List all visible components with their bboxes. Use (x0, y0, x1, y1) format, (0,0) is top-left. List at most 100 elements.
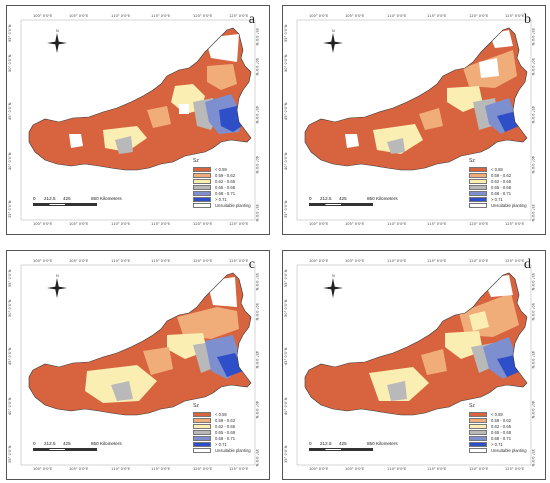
legend-swatch (193, 411, 211, 417)
latitude-label: 45° 0'0"N (8, 102, 12, 120)
north-letter: N (56, 29, 59, 33)
legend-item: 0.62 - 0.65 (469, 178, 527, 184)
scale-bar: 0 212.5 425 850 Kilometers (33, 441, 143, 451)
legend-item: 0.68 - 0.71 (469, 190, 527, 196)
longitude-label: 105° 0'0"E (345, 467, 365, 471)
latitude-label: 55° 0'0"N (255, 28, 259, 46)
longitude-label: 115° 0'0"E (151, 467, 171, 471)
latitude-label: 55° 0'0"N (531, 273, 535, 291)
scale-tick-label: 850 Kilometers (367, 441, 398, 446)
latitude-label: 45° 0'0"N (284, 347, 288, 365)
longitude-label: 105° 0'0"E (69, 259, 89, 263)
panel-label: b (524, 12, 531, 27)
longitude-label: 105° 0'0"E (69, 222, 89, 226)
latitude-label: 50° 0'0"N (255, 303, 259, 321)
legend-label: > 0.71 (215, 441, 227, 447)
map-frame (20, 264, 256, 466)
class-region (479, 58, 499, 78)
longitude-label: 120° 0'0"E (193, 259, 213, 263)
legend-label: 0.62 - 0.65 (215, 423, 236, 429)
longitude-label: 125° 0'0"E (505, 259, 525, 263)
legend-item: > 0.71 (193, 196, 251, 202)
latitude-label: 40° 0'0"N (531, 156, 535, 174)
north-arrow-icon (323, 33, 343, 53)
class-region (147, 106, 171, 128)
legend-label: Unsuitable planting (215, 202, 251, 208)
legend-item: 0.59 - 0.62 (469, 172, 527, 178)
scale-bar-graphic (33, 448, 97, 451)
scale-tick-label: 425 (339, 196, 347, 201)
map-panel-b: b N Sz < 0.59 0.59 - 0.62 0.62 - 0.65 (282, 5, 546, 235)
region-outline (304, 27, 528, 171)
legend-item: 0.68 - 0.71 (193, 435, 251, 441)
latitude-label: 35° 0'0"N (284, 200, 288, 218)
legend-label: 0.59 - 0.62 (215, 172, 236, 178)
legend-label: 0.62 - 0.65 (491, 423, 512, 429)
north-arrow-icon (47, 278, 67, 298)
legend-swatch (193, 435, 211, 441)
latitude-label: 50° 0'0"N (284, 54, 288, 72)
scale-tick-label: 0 (309, 441, 312, 446)
scale-bar-graphic (309, 203, 373, 206)
longitude-label: 115° 0'0"E (151, 222, 171, 226)
legend-item: < 0.59 (469, 166, 527, 172)
scale-tick-label: 212.5 (320, 196, 332, 201)
legend-swatch (469, 196, 487, 202)
legend-label: < 0.59 (491, 166, 503, 172)
latitude-label: 35° 0'0"N (284, 445, 288, 463)
legend-swatch (193, 429, 211, 435)
scale-bar: 0 212.5 425 850 Kilometers (33, 196, 143, 206)
latitude-label: 50° 0'0"N (255, 58, 259, 76)
longitude-label: 110° 0'0"E (387, 467, 407, 471)
map-panel-d: d N Sz < 0.59 0.59 - 0.62 0.62 - 0.65 (282, 250, 546, 480)
legend-label: Unsuitable planting (491, 202, 527, 208)
legend-label: 0.62 - 0.65 (491, 178, 512, 184)
latitude-label: 45° 0'0"N (284, 102, 288, 120)
legend-item: 0.65 - 0.68 (193, 429, 251, 435)
legend-label: > 0.71 (215, 196, 227, 202)
latitude-label: 50° 0'0"N (8, 299, 12, 317)
latitude-label: 50° 0'0"N (8, 54, 12, 72)
longitude-label: 115° 0'0"E (427, 259, 447, 263)
panel-label: d (524, 257, 531, 272)
legend-label: Unsuitable planting (215, 447, 251, 453)
map-frame (20, 19, 256, 221)
legend-swatch (193, 196, 211, 202)
legend-label: 0.65 - 0.68 (491, 184, 512, 190)
longitude-label: 115° 0'0"E (427, 14, 447, 18)
legend: Sz < 0.59 0.59 - 0.62 0.62 - 0.65 0.65 -… (193, 403, 251, 453)
legend-item: 0.65 - 0.68 (469, 429, 527, 435)
legend-swatch (469, 178, 487, 184)
legend-swatch (469, 411, 487, 417)
map-panel-c: c N Sz < 0.59 0.59 - 0.62 0.62 - 0.65 (6, 250, 270, 480)
longitude-label: 115° 0'0"E (427, 467, 447, 471)
legend-swatch (193, 166, 211, 172)
class-region (373, 124, 423, 154)
legend-swatch (469, 202, 487, 208)
longitude-label: 100° 0'0"E (33, 259, 53, 263)
longitude-label: 100° 0'0"E (309, 259, 329, 263)
longitude-label: 125° 0'0"E (229, 467, 249, 471)
longitude-label: 125° 0'0"E (505, 222, 525, 226)
latitude-label: 35° 0'0"N (531, 449, 535, 467)
latitude-label: 45° 0'0"N (531, 106, 535, 124)
class-region (115, 136, 133, 154)
legend-swatch (193, 417, 211, 423)
latitude-label: 35° 0'0"N (255, 204, 259, 222)
class-region (111, 381, 133, 401)
legend-swatch (193, 423, 211, 429)
latitude-label: 35° 0'0"N (255, 449, 259, 467)
legend-item: 0.59 - 0.62 (193, 417, 251, 423)
longitude-label: 110° 0'0"E (387, 222, 407, 226)
legend-swatch (193, 172, 211, 178)
latitude-label: 40° 0'0"N (255, 401, 259, 419)
scale-tick-label: 425 (339, 441, 347, 446)
legend-label: > 0.71 (491, 441, 503, 447)
latitude-label: 35° 0'0"N (531, 204, 535, 222)
scale-bar: 0 212.5 425 850 Kilometers (309, 196, 419, 206)
latitude-label: 50° 0'0"N (284, 299, 288, 317)
scale-tick-label: 0 (33, 196, 36, 201)
legend-label: 0.62 - 0.65 (215, 178, 236, 184)
legend-item: 0.68 - 0.71 (193, 190, 251, 196)
class-region (179, 104, 189, 114)
